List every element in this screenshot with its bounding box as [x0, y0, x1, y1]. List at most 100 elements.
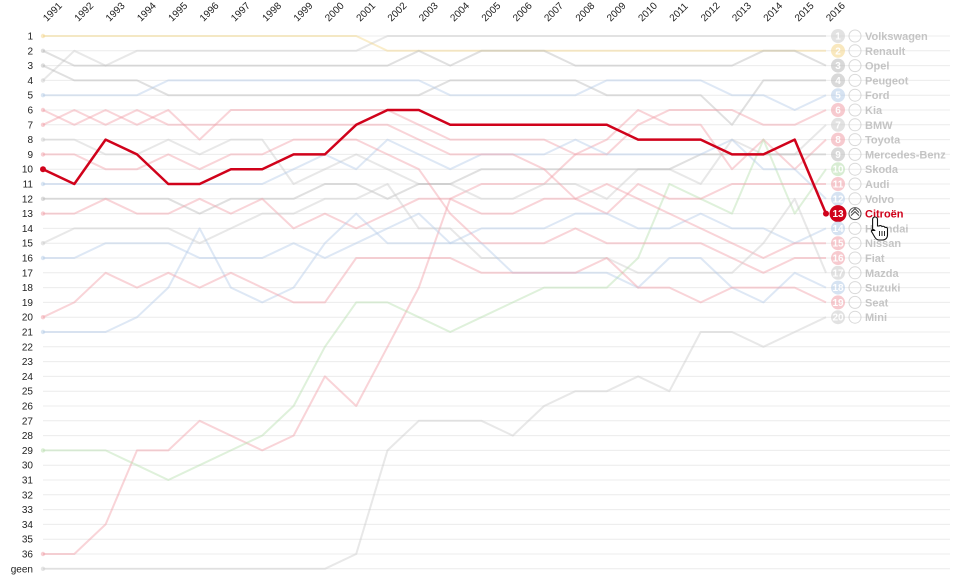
series-line-suzuki: [43, 212, 827, 304]
muted-series-lines: [40, 33, 827, 571]
series-start-point: [40, 196, 46, 201]
series-start-point: [40, 48, 46, 53]
legend-item[interactable]: 13 Citroën: [829, 205, 904, 223]
legend-item[interactable]: 9 Mercedes-Benz: [831, 147, 946, 162]
series-line-ford: [43, 79, 827, 111]
x-tick-label: 2005: [480, 0, 504, 24]
legend-rank-number: 2: [835, 46, 841, 57]
legend-rank-number: 8: [835, 135, 841, 146]
y-tick-label: 11: [23, 180, 34, 191]
legend-rank-number: 10: [832, 165, 844, 176]
legend-rank-badge: [831, 29, 845, 43]
legend-item[interactable]: 11 Audi: [831, 177, 889, 191]
legend-item[interactable]: 17 Mazda: [831, 265, 900, 280]
y-tick-label: 22: [22, 342, 34, 353]
series-line-audi: [43, 183, 826, 230]
legend-rank-number: 15: [832, 239, 844, 250]
legend-label: Ford: [865, 90, 889, 102]
x-tick-label: 2016: [824, 0, 848, 24]
legend-rank-number: 7: [835, 120, 841, 131]
series-line-mini: [43, 316, 827, 570]
series-line-peugeot: [42, 64, 826, 126]
series-line-toyota: [42, 109, 827, 171]
legend-rank-number: 14: [832, 224, 844, 235]
legend-item[interactable]: 3 Opel: [831, 58, 889, 73]
y-tick-label: 31: [22, 476, 34, 487]
legend-item[interactable]: 19 Seat: [831, 295, 889, 310]
legend-item[interactable]: 1 Volkswagen: [831, 29, 928, 43]
legend-item[interactable]: 2 Renault: [831, 43, 906, 58]
series-line-seat: [42, 257, 827, 319]
x-axis: 1991 1992 1993 1994 1995 1996 1997 1998 1999 2000…: [41, 0, 848, 24]
series-line-nissan: [42, 109, 826, 259]
legend-label: Toyota: [865, 135, 901, 147]
volvo-logo-icon: [848, 192, 862, 206]
legend-label: Renault: [865, 46, 906, 58]
legend-item[interactable]: 14Hyundai: [831, 221, 908, 236]
y-tick-label: 5: [27, 91, 33, 102]
legend-item[interactable]: 15 Nissan: [831, 236, 901, 251]
series-start-point: [40, 33, 46, 39]
x-tick-label: 2013: [730, 0, 754, 24]
series-start-point: [40, 166, 46, 173]
series-start-point: [40, 448, 46, 453]
legend-label: Mercedes-Benz: [865, 149, 946, 161]
y-tick-label: 6: [27, 106, 33, 117]
x-tick-label: 2010: [636, 0, 660, 24]
x-tick-label: 1997: [229, 0, 253, 24]
y-tick-label: 15: [22, 239, 34, 250]
legend-rank-number: 4: [835, 76, 841, 87]
peugeot-logo-icon: [848, 73, 862, 87]
x-tick-label: 2012: [699, 0, 723, 24]
legend-item[interactable]: 10 Skoda: [831, 162, 899, 177]
legend-rank-number: 9: [835, 150, 841, 161]
legend-rank-badge: [831, 280, 845, 295]
legend-item[interactable]: 20 Mini: [831, 310, 887, 325]
y-tick-label: 36: [22, 550, 34, 561]
legend-item[interactable]: 8 Toyota: [831, 132, 901, 147]
y-tick-label: 3: [27, 61, 33, 72]
x-tick-label: 2001: [355, 0, 379, 24]
opel-logo-icon: [848, 59, 862, 73]
x-tick-label: 2003: [417, 0, 441, 24]
legend-item[interactable]: 7 BMW: [831, 117, 893, 132]
legend-item[interactable]: 16 Fiat: [831, 251, 885, 265]
y-tick-label: 2: [27, 46, 33, 57]
series-start-point: [40, 315, 46, 320]
y-tick-label: 34: [22, 520, 34, 531]
legend-rank-badge: [831, 58, 845, 73]
legend-item[interactable]: 6 Kia: [831, 103, 883, 117]
legend-label: Volkswagen: [865, 31, 928, 43]
legend-rank-badge: [831, 73, 845, 88]
y-tick-label: 19: [22, 298, 34, 309]
citroen-logo-icon: [848, 207, 862, 221]
skoda-logo-icon: [848, 162, 862, 176]
legend-label: Skoda: [865, 164, 899, 176]
legend-item[interactable]: 12 Volvo: [831, 191, 894, 206]
y-tick-label: 10: [22, 165, 34, 176]
x-tick-label: 2007: [542, 0, 566, 24]
mini-logo-icon: [848, 310, 862, 324]
legend-label: Kia: [865, 105, 883, 117]
x-tick-label: 2006: [511, 0, 535, 24]
x-tick-label: 2004: [449, 0, 473, 24]
legend-rank-badge: [831, 88, 845, 103]
y-tick-label: 26: [22, 402, 34, 413]
legend-item[interactable]: 5 Ford: [831, 88, 889, 103]
legend-rank-badge: [831, 162, 845, 177]
volkswagen-logo-icon: [848, 29, 862, 43]
series-start-point: [40, 93, 46, 98]
renault-logo-icon: [848, 44, 862, 58]
legend-rank-badge: [831, 221, 845, 236]
legend-rank-badge: [831, 117, 845, 132]
legend-label: Audi: [865, 179, 889, 191]
legend-item[interactable]: 4 Peugeot: [831, 73, 909, 88]
series-line-volkswagen: [42, 35, 826, 82]
legend-rank-number: 12: [832, 194, 844, 205]
y-tick-label: 13: [22, 209, 34, 220]
y-tick-label: 7: [27, 120, 33, 131]
legend-label: Mini: [865, 312, 887, 324]
legend-item[interactable]: 18 Suzuki: [831, 280, 900, 295]
x-tick-label: 1996: [198, 0, 222, 24]
legend-rank-badge: [831, 310, 845, 325]
